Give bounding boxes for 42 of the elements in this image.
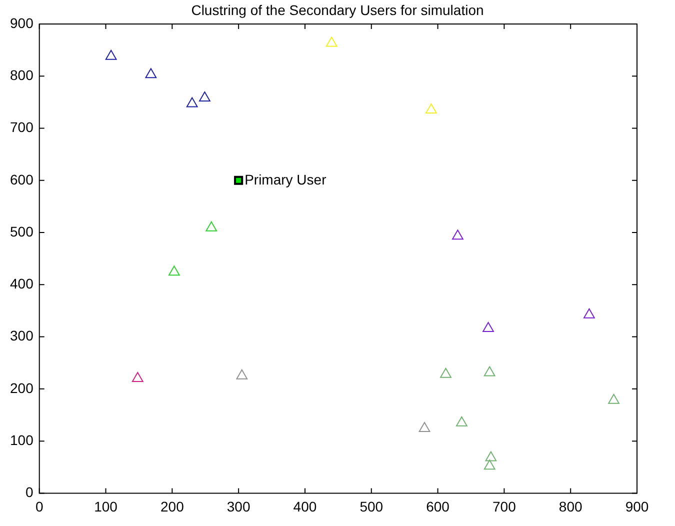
point: [484, 366, 496, 376]
y-tick-label: 0: [26, 484, 34, 500]
x-tick-label: 800: [558, 498, 582, 514]
annotation: Primary User: [244, 171, 327, 188]
x-tick-label: 500: [360, 498, 384, 514]
x-tick-label: 400: [293, 498, 317, 514]
x-tick-label: 300: [226, 498, 250, 514]
y-tick-label: 100: [10, 432, 34, 448]
point: [440, 368, 452, 378]
point: [452, 230, 464, 240]
point: [186, 97, 198, 108]
point: [485, 451, 497, 462]
x-tick-label: 200: [160, 498, 184, 514]
point: [234, 176, 244, 185]
point: [418, 422, 430, 432]
x-tick-label: 600: [426, 498, 450, 514]
y-tick-label: 200: [10, 380, 34, 396]
y-tick-label: 800: [10, 66, 34, 83]
point: [583, 308, 595, 318]
point: [105, 50, 117, 60]
point: [456, 416, 468, 426]
x-tick-label: 100: [94, 498, 118, 514]
x-tick-label: 700: [492, 498, 516, 514]
point: [206, 221, 218, 232]
point: [326, 36, 338, 47]
point: [145, 68, 157, 78]
point: [425, 104, 437, 114]
point: [132, 372, 144, 382]
point: [608, 394, 620, 404]
y-tick-label: 500: [10, 223, 34, 240]
y-tick-label: 600: [10, 171, 34, 188]
y-tick-label: 300: [10, 328, 34, 344]
y-tick-label: 400: [10, 276, 34, 292]
point: [199, 92, 210, 102]
y-tick-label: 900: [10, 14, 34, 31]
point: [236, 369, 248, 380]
point: [484, 460, 496, 470]
point: [482, 322, 494, 332]
chart-title: Clustring of the Secondary Users for simulation: [191, 2, 484, 18]
x-tick-label: 900: [625, 498, 649, 514]
point: [168, 266, 180, 276]
y-tick-label: 700: [10, 119, 34, 136]
